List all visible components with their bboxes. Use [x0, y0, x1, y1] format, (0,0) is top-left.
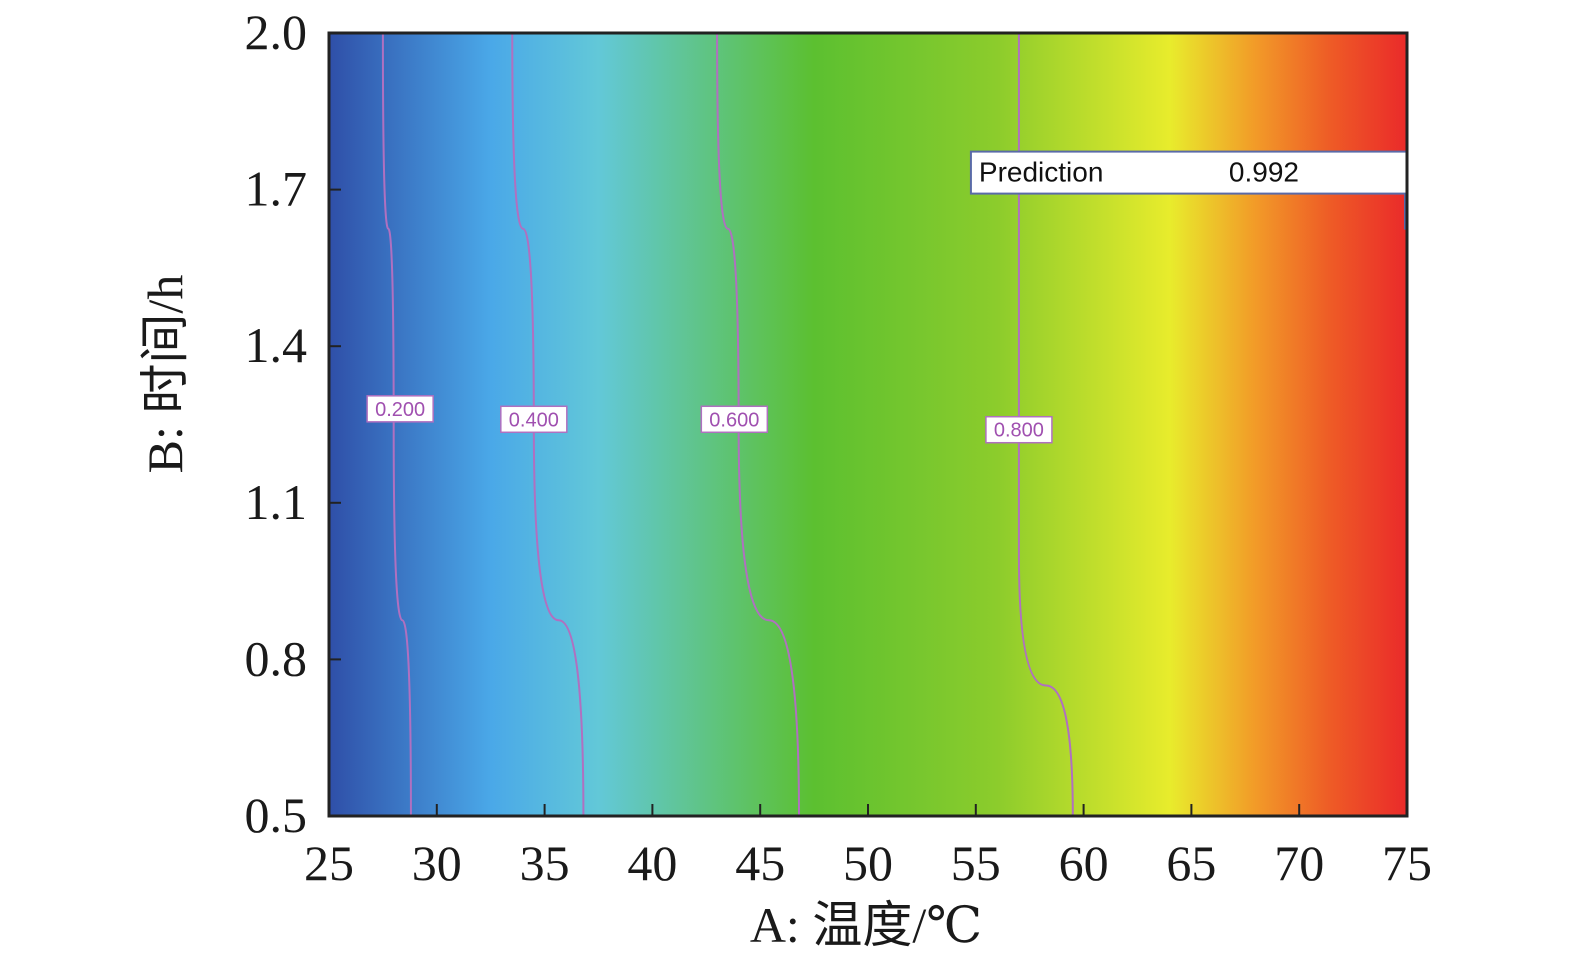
contour-label-box: [985, 415, 1053, 444]
contour-label-text: 0.600: [709, 409, 759, 431]
contour-line-0.800: [1017, 33, 1074, 816]
heatmap-surface: [329, 33, 1407, 816]
x-tick-label: 35: [520, 835, 570, 891]
y-axis-title: B: 时间/h: [137, 275, 193, 474]
x-tick-label: 25: [304, 835, 354, 891]
x-tick-label: 60: [1059, 835, 1109, 891]
y-tick-label: 1.4: [245, 317, 308, 373]
x-tick-label: 40: [627, 835, 677, 891]
x-tick-label: 75: [1382, 835, 1432, 891]
y-tick-label: 1.1: [245, 474, 308, 530]
contour-label-0.800: 0.800: [985, 415, 1053, 444]
contour-label-text: 0.400: [509, 409, 559, 431]
x-axis: 25 30 35 40 45 50 55 60 65 70 75: [304, 804, 1432, 891]
prediction-annotation: Prediction 0.992: [969, 150, 1408, 230]
prediction-value: 0.992: [1229, 157, 1299, 188]
x-tick-label: 55: [951, 835, 1001, 891]
contour-label-0.200: 0.200: [366, 395, 434, 423]
x-axis-title: A: 温度/℃: [750, 897, 982, 953]
contour-label-layer: 0.200 0.400 0.600 0.800: [366, 395, 1053, 444]
contour-label-text: 0.800: [994, 420, 1044, 442]
x-tick-label: 70: [1274, 835, 1324, 891]
contour-line-0.200: [381, 33, 412, 816]
contour-label-box: [700, 405, 769, 434]
y-tick-label: 0.5: [245, 787, 308, 843]
y-tick-label: 2.0: [245, 4, 308, 60]
x-tick-label: 30: [412, 835, 462, 891]
y-tick-label: 0.8: [245, 630, 308, 686]
contour-label-box: [500, 405, 568, 434]
x-tick-label: 50: [843, 835, 893, 891]
y-tick-label: 1.7: [245, 161, 308, 217]
x-tick-label: 65: [1166, 835, 1216, 891]
y-axis: 0.5 0.8 1.1 1.4 1.7 2.0: [245, 4, 341, 843]
contour-label-box: [366, 395, 434, 423]
x-tick-label: 45: [735, 835, 785, 891]
contour-label-text: 0.200: [375, 399, 425, 421]
contour-label-0.600: 0.600: [700, 405, 769, 434]
prediction-label: Prediction: [979, 157, 1104, 188]
contour-label-0.400: 0.400: [500, 405, 568, 434]
